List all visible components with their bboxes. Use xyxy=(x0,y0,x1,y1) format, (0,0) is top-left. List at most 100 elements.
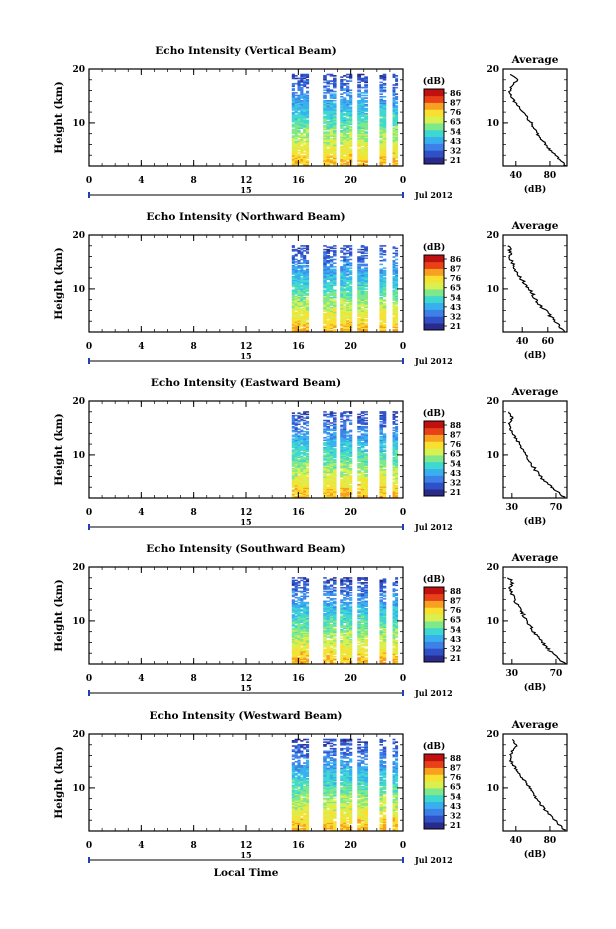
echo-cell xyxy=(291,303,295,305)
echo-cell xyxy=(294,628,298,631)
echo-cell xyxy=(340,304,344,306)
echo-cell xyxy=(323,632,327,635)
echo-cell xyxy=(346,283,350,285)
echo-cell xyxy=(300,143,304,145)
echo-cell xyxy=(392,432,396,434)
echo-cell xyxy=(300,489,304,492)
echo-cell xyxy=(379,437,384,439)
y-tick-label: 20 xyxy=(72,397,85,407)
echo-cell xyxy=(340,314,344,316)
x-tick-label: 12 xyxy=(240,508,253,518)
echo-cell xyxy=(364,304,368,306)
echo-cell xyxy=(323,621,327,624)
echo-cell xyxy=(357,294,361,296)
echo-cell xyxy=(333,160,337,162)
echo-cell xyxy=(346,419,350,422)
echo-cell xyxy=(349,247,353,250)
echo-cell xyxy=(291,115,295,118)
echo-cell xyxy=(333,293,337,295)
echo-cell xyxy=(305,289,310,292)
echo-cell xyxy=(303,262,307,264)
echo-cell xyxy=(294,157,298,160)
echo-cell xyxy=(360,128,365,131)
echo-cell xyxy=(360,283,365,285)
echo-cell xyxy=(326,416,331,418)
echo-cell xyxy=(303,275,307,278)
echo-cell xyxy=(326,423,331,426)
echo-cell xyxy=(364,264,368,267)
echo-cell xyxy=(300,147,304,149)
echo-cell xyxy=(333,470,337,472)
echo-cell xyxy=(294,424,298,427)
echo-cell xyxy=(357,299,361,301)
echo-cell xyxy=(323,414,327,417)
echo-cell xyxy=(343,459,347,461)
echo-cell xyxy=(379,289,384,292)
echo-cell xyxy=(379,287,384,289)
echo-cell xyxy=(297,440,301,443)
echo-cell xyxy=(346,284,350,287)
echo-cell xyxy=(326,582,331,584)
echo-cell xyxy=(360,451,365,454)
echo-cell xyxy=(303,632,307,635)
echo-cell xyxy=(349,482,353,485)
echo-cell xyxy=(297,94,301,97)
echo-cell xyxy=(395,127,399,129)
echo-cell xyxy=(323,149,327,152)
echo-cell xyxy=(305,319,310,321)
echo-cell xyxy=(343,465,347,467)
echo-cell xyxy=(349,617,353,620)
x-tick-label: 4 xyxy=(138,342,144,352)
echo-cell xyxy=(303,448,307,450)
echo-cell xyxy=(300,150,304,153)
echo-cell xyxy=(360,282,365,284)
echo-cell xyxy=(349,481,353,483)
echo-cell xyxy=(303,583,307,585)
colorbar-swatch xyxy=(424,255,444,263)
echo-cell xyxy=(323,258,327,261)
echo-cell xyxy=(333,579,337,582)
echo-cell xyxy=(364,101,368,103)
echo-cell xyxy=(323,441,327,444)
echo-cell xyxy=(346,90,350,93)
echo-cell xyxy=(343,162,347,165)
echo-cell xyxy=(349,145,353,148)
month-label: Jul 2012 xyxy=(414,356,453,366)
echo-cell xyxy=(333,90,337,93)
echo-cell xyxy=(323,454,327,456)
echo-cell xyxy=(297,612,301,615)
echo-cell xyxy=(379,461,384,464)
y-tick-label: 10 xyxy=(72,285,85,295)
echo-cell xyxy=(326,443,331,445)
echo-cell xyxy=(300,440,304,443)
echo-cell xyxy=(300,638,304,641)
echo-cell xyxy=(300,253,304,256)
echo-cell xyxy=(349,133,353,136)
echo-cell xyxy=(300,269,304,272)
echo-cell xyxy=(323,653,327,656)
echo-cell xyxy=(340,488,344,491)
echo-cell xyxy=(333,583,337,585)
echo-cell xyxy=(291,330,295,332)
echo-cell xyxy=(323,154,327,157)
echo-cell xyxy=(329,620,334,622)
echo-cell xyxy=(357,317,361,320)
echo-cell xyxy=(333,148,337,150)
echo-cell xyxy=(294,273,298,276)
echo-cell xyxy=(382,259,387,262)
echo-cell xyxy=(343,654,347,657)
echo-cell xyxy=(360,467,365,470)
echo-cell xyxy=(329,429,334,432)
echo-cell xyxy=(297,105,301,107)
echo-cell xyxy=(294,478,298,481)
echo-cell xyxy=(291,606,295,609)
echo-cell xyxy=(364,312,368,315)
echo-cell xyxy=(340,610,344,612)
echo-cell xyxy=(395,101,399,103)
echo-cell xyxy=(340,639,344,642)
echo-cell xyxy=(340,267,344,269)
echo-cell xyxy=(323,322,327,325)
echo-cell xyxy=(294,128,298,131)
echo-cell xyxy=(340,116,344,119)
echo-cell xyxy=(364,301,368,304)
